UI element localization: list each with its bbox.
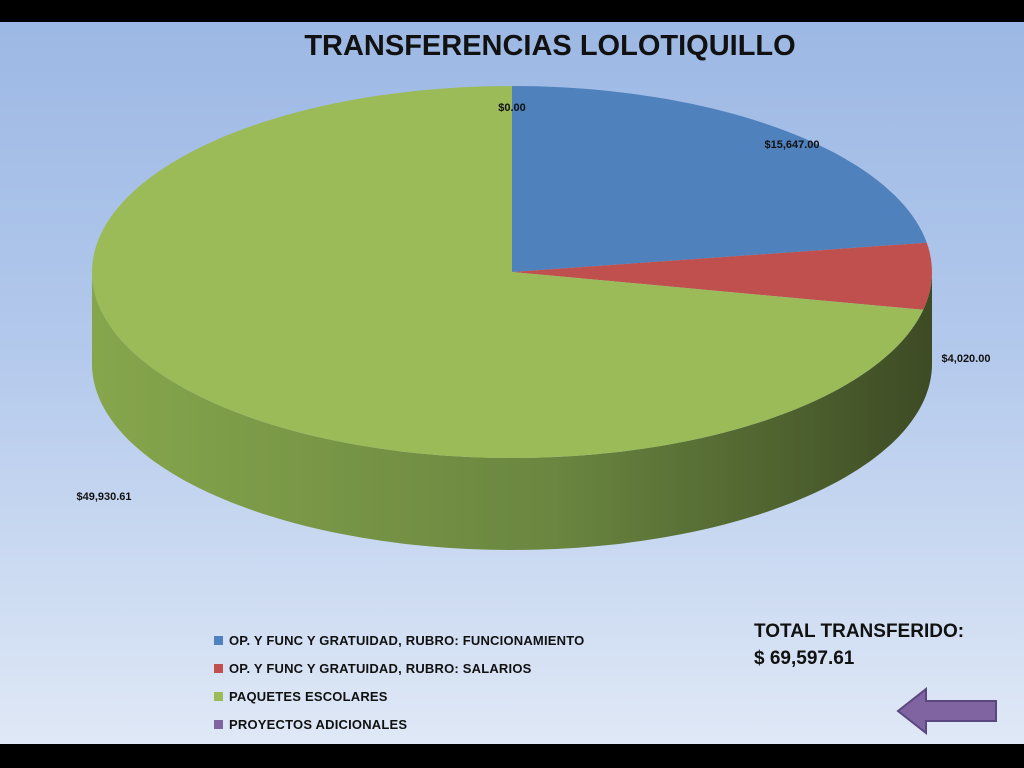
legend: OP. Y FUNC Y GRATUIDAD, RUBRO: FUNCIONAM… — [214, 626, 584, 738]
legend-label-1: OP. Y FUNC Y GRATUIDAD, RUBRO: SALARIOS — [229, 660, 532, 676]
pie-slice-0 — [512, 86, 927, 272]
total-value: $ 69,597.61 — [754, 648, 855, 669]
legend-label-2: PAQUETES ESCOLARES — [229, 688, 388, 704]
legend-swatch-0 — [214, 635, 223, 645]
chart-title: TRANSFERENCIAS LOLOTIQUILLO — [304, 30, 796, 62]
total-block: TOTAL TRANSFERIDO: $ 69,597.61 — [754, 618, 964, 672]
arrow-left-icon — [896, 686, 997, 736]
slide: TRANSFERENCIAS LOLOTIQUILLO $15,647.00 $4… — [0, 22, 1024, 744]
data-label-0: $15,647.00 — [764, 139, 819, 151]
legend-label-3: PROYECTOS ADICIONALES — [229, 716, 408, 732]
pie-slice-2 — [92, 86, 924, 458]
data-label-3: $0.00 — [498, 102, 526, 114]
data-label-1: $4,020.00 — [942, 353, 991, 365]
pie-side-wall — [92, 272, 932, 550]
back-button[interactable] — [896, 686, 1000, 736]
pie-chart: $15,647.00 $4,020.00 $49,930.61 $0.00 — [76, 86, 991, 550]
legend-item-3: PROYECTOS ADICIONALES — [214, 710, 584, 738]
data-label-2: $49,930.61 — [76, 491, 131, 503]
legend-label-0: OP. Y FUNC Y GRATUIDAD, RUBRO: FUNCIONAM… — [229, 632, 585, 648]
legend-swatch-2 — [214, 691, 223, 701]
total-label: TOTAL TRANSFERIDO: — [754, 621, 965, 642]
legend-swatch-3 — [214, 719, 223, 729]
legend-item-1: OP. Y FUNC Y GRATUIDAD, RUBRO: SALARIOS — [214, 654, 584, 682]
legend-item-0: OP. Y FUNC Y GRATUIDAD, RUBRO: FUNCIONAM… — [214, 626, 584, 654]
legend-item-2: PAQUETES ESCOLARES — [214, 682, 584, 710]
legend-swatch-1 — [214, 663, 223, 673]
pie-slice-1 — [512, 242, 932, 310]
